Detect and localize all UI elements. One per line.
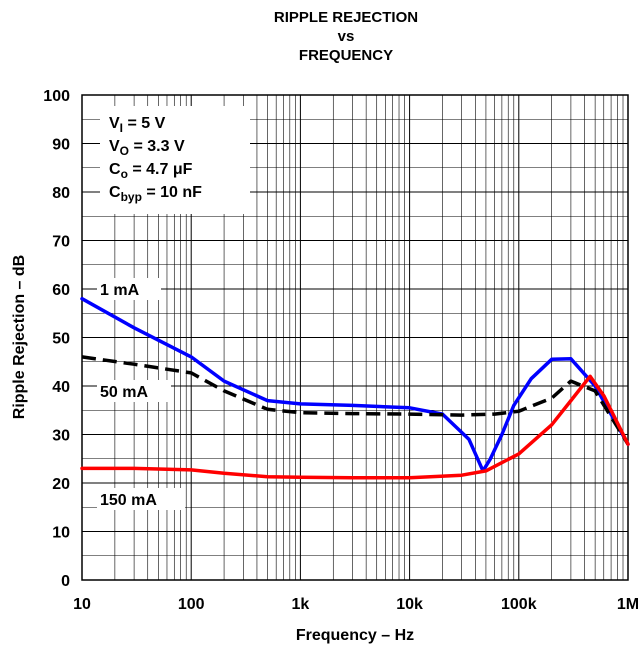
y-tick-label: 30 bbox=[52, 428, 70, 445]
condition-text: Co = 4.7 μF bbox=[109, 161, 193, 181]
y-tick-label: 0 bbox=[61, 573, 70, 590]
x-tick-label: 1M bbox=[617, 596, 639, 613]
series-line-1-ma bbox=[80, 296, 630, 473]
series-label-150-ma: 150 mA bbox=[100, 492, 157, 509]
conditions-backdrop bbox=[100, 106, 250, 214]
plot-frame bbox=[81, 94, 629, 581]
y-axis-label: Ripple Rejection – dB bbox=[11, 255, 28, 419]
series-line-50-ma bbox=[81, 355, 630, 446]
condition-text: Cbyp = 10 nF bbox=[109, 184, 202, 204]
y-tick-label: 20 bbox=[52, 476, 70, 493]
x-tick-label: 10k bbox=[396, 596, 423, 613]
series-label-50-ma: 50 mA bbox=[100, 384, 148, 401]
y-tick-label: 100 bbox=[43, 88, 70, 105]
y-tick-label: 40 bbox=[52, 379, 70, 396]
condition-text: VI = 5 V bbox=[109, 115, 166, 135]
series-label-backdrop bbox=[97, 488, 185, 510]
y-tick-label: 60 bbox=[52, 282, 70, 299]
y-tick-label: 50 bbox=[52, 331, 70, 348]
chart-title-line-3: FREQUENCY bbox=[299, 47, 393, 64]
series-label-backdrop bbox=[97, 380, 171, 402]
condition-text: VO = 3.3 V bbox=[109, 138, 185, 158]
x-tick-label: 1k bbox=[292, 596, 310, 613]
series-lines bbox=[80, 296, 630, 480]
series-labels: 1 mA 50 mA 150 mA bbox=[97, 278, 185, 510]
series-label-backdrop bbox=[97, 278, 161, 300]
series-label-1-ma: 1 mA bbox=[100, 282, 140, 299]
y-tick-labels: 0 10 20 30 40 50 60 70 80 90 100 bbox=[43, 88, 70, 590]
conditions-box: VI = 5 V VO = 3.3 V Co = 4.7 μF Cbyp = 10 n… bbox=[100, 106, 250, 214]
y-tick-label: 80 bbox=[52, 185, 70, 202]
series-line-150-ma bbox=[80, 374, 630, 480]
y-tick-label: 70 bbox=[52, 234, 70, 251]
x-tick-label: 10 bbox=[73, 596, 91, 613]
chart-title-line-2: vs bbox=[338, 28, 355, 45]
chart-title-line-1: RIPPLE REJECTION bbox=[274, 9, 418, 26]
x-tick-label: 100 bbox=[178, 596, 205, 613]
x-tick-label: 100k bbox=[501, 596, 537, 613]
y-tick-label: 10 bbox=[52, 525, 70, 542]
x-tick-labels: 10 100 1k 10k 100k 1M bbox=[73, 596, 639, 613]
y-tick-label: 90 bbox=[52, 137, 70, 154]
x-axis-label: Frequency – Hz bbox=[296, 627, 414, 644]
